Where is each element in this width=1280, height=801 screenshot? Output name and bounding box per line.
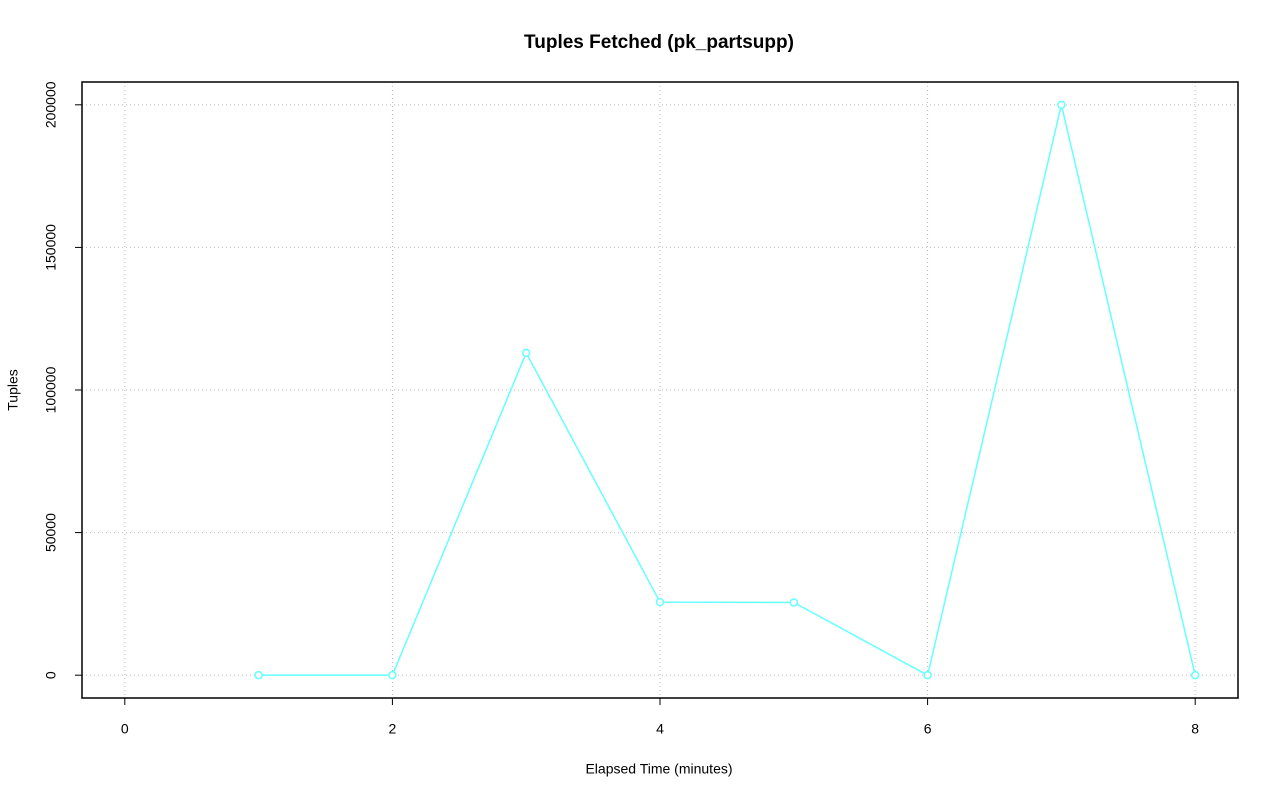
- data-point: [789, 598, 799, 607]
- data-line: [258, 104, 1196, 677]
- x-tick-label: 4: [656, 721, 664, 737]
- y-tick-label: 50000: [43, 513, 59, 552]
- data-point: [1057, 100, 1066, 110]
- y-tick-label: 150000: [43, 224, 59, 271]
- x-tick-label: 2: [389, 721, 397, 737]
- y-axis-label: Tuples: [5, 369, 21, 411]
- data-point: [521, 348, 531, 358]
- data-point: [1190, 670, 1200, 680]
- data-point: [655, 597, 665, 607]
- data-point: [254, 670, 263, 680]
- data-point: [923, 670, 932, 680]
- y-tick-label: 100000: [43, 366, 59, 413]
- x-tick-label: 8: [1191, 721, 1199, 737]
- x-axis-label: Elapsed Time (minutes): [585, 761, 732, 777]
- y-tick-label: 0: [43, 671, 59, 679]
- plot-frame: [81, 81, 1239, 699]
- y-tick-label: 200000: [43, 81, 59, 128]
- chart-title: Tuples Fetched (pk_partsupp): [524, 32, 794, 53]
- x-tick-label: 6: [924, 721, 932, 737]
- data-point: [388, 670, 397, 680]
- x-tick-label: 0: [121, 721, 129, 737]
